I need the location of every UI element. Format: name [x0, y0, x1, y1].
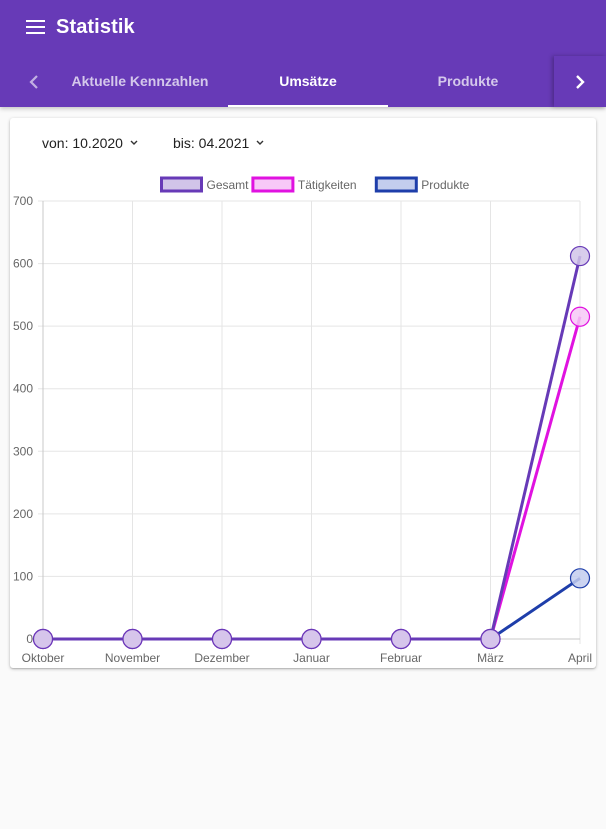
app-bar: Statistik Aktuelle Kennzahlen Umsätze Pr… — [0, 0, 606, 107]
sales-line-chart: 0 100 200 300 400 500 600 700 Oktober November Dez… — [13, 176, 592, 665]
chevron-left-icon — [29, 74, 38, 89]
from-month-value: von: 10.2020 — [42, 135, 123, 151]
legend-swatch — [374, 176, 418, 193]
toolbar: Statistik — [0, 0, 606, 56]
y-tick-label: 500 — [13, 319, 33, 333]
data-point — [569, 245, 591, 267]
tab-scroll-right-button[interactable] — [554, 56, 606, 107]
legend-label: Tätigkeiten — [298, 178, 357, 192]
x-tick-label: Oktober — [22, 651, 65, 665]
y-tick-label: 200 — [13, 507, 33, 521]
tab-bar: Aktuelle Kennzahlen Umsätze Produkte — [0, 56, 606, 107]
data-point — [569, 568, 591, 589]
from-month-select[interactable]: von: 10.2020 — [42, 135, 138, 151]
data-point — [390, 628, 412, 650]
data-point — [301, 628, 322, 650]
x-tick-label: Januar — [293, 651, 330, 665]
data-point — [569, 306, 591, 327]
chart-card: von: 10.2020 bis: 04.2021 0 100 200 300 400 5… — [10, 118, 596, 668]
legend-label: Gesamt — [207, 178, 250, 192]
y-tick-label: 0 — [26, 632, 33, 646]
x-tick-label: April — [568, 651, 592, 665]
to-month-select[interactable]: bis: 04.2021 — [173, 135, 264, 151]
x-tick-label: Dezember — [194, 651, 249, 665]
tab-scroll-left-button[interactable] — [8, 56, 60, 107]
caret-down-icon — [256, 140, 264, 145]
data-point — [211, 628, 233, 650]
legend-swatch — [251, 176, 295, 193]
tab-produkte[interactable]: Produkte — [437, 72, 499, 89]
data-point — [32, 628, 54, 650]
y-tick-label: 600 — [13, 257, 33, 271]
chevron-right-icon — [576, 74, 585, 89]
page-title: Statistik — [56, 16, 135, 38]
to-month-value: bis: 04.2021 — [173, 135, 250, 151]
x-tick-label: November — [105, 651, 160, 665]
tab-aktuelle-kennzahlen[interactable]: Aktuelle Kennzahlen — [71, 72, 209, 89]
menu-icon[interactable] — [26, 19, 46, 35]
y-tick-label: 300 — [13, 444, 33, 458]
legend-swatch — [160, 176, 203, 193]
y-tick-label: 400 — [13, 382, 33, 396]
x-tick-label: März — [477, 651, 504, 665]
tab-umsaetze[interactable]: Umsätze — [228, 56, 388, 107]
x-tick-label: Februar — [380, 651, 422, 665]
y-tick-label: 700 — [13, 194, 33, 208]
legend-label: Produkte — [421, 178, 469, 192]
y-tick-label: 100 — [13, 569, 33, 583]
caret-down-icon — [130, 140, 138, 145]
data-point — [122, 628, 143, 650]
data-point — [480, 628, 501, 650]
